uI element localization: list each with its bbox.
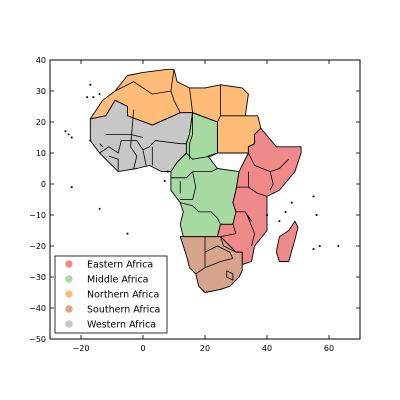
x-tick-label: 0 xyxy=(140,344,145,353)
country-border xyxy=(108,155,119,172)
y-tick-label: 0 xyxy=(41,180,46,189)
country-border xyxy=(220,236,237,253)
legend-label-eastern-africa: Eastern Africa xyxy=(87,260,153,271)
country-border xyxy=(114,81,171,95)
island-mark xyxy=(70,186,73,188)
x-axis: −20 0 20 40 60 xyxy=(73,60,334,353)
country-border xyxy=(105,100,116,117)
country-border xyxy=(130,109,138,169)
island-mark xyxy=(89,83,92,86)
island-mark xyxy=(278,220,281,223)
legend-label-middle-africa: Middle Africa xyxy=(87,275,149,286)
country-border xyxy=(189,112,193,160)
country-border xyxy=(180,202,221,225)
y-tick-label: −20 xyxy=(29,242,46,251)
legend-marker-northern-africa xyxy=(65,290,73,298)
x-tick-label: −20 xyxy=(73,344,90,353)
x-tick-label: 60 xyxy=(324,344,334,353)
y-tick-label: 20 xyxy=(36,118,46,127)
island-mark xyxy=(70,136,73,139)
region-eastern-africa xyxy=(275,220,299,262)
legend-marker-eastern-africa xyxy=(65,260,73,268)
legend-label-southern-africa: Southern Africa xyxy=(87,305,160,316)
island-mark xyxy=(290,201,293,204)
island-mark xyxy=(98,207,101,210)
y-tick-label: 10 xyxy=(36,149,46,158)
island-mark xyxy=(312,248,315,250)
country-border xyxy=(269,171,274,191)
country-border xyxy=(99,140,187,154)
island-mark xyxy=(163,180,166,182)
map-regions xyxy=(89,68,302,293)
island-mark xyxy=(337,245,340,247)
country-border xyxy=(180,171,197,200)
country-border xyxy=(99,143,103,148)
island-mark xyxy=(284,211,287,213)
island-mark xyxy=(315,214,318,216)
legend-label-northern-africa: Northern Africa xyxy=(87,290,159,301)
y-tick-label: 30 xyxy=(36,87,46,96)
island-mark xyxy=(92,96,95,99)
y-tick-label: −30 xyxy=(29,273,46,282)
country-border xyxy=(204,245,234,269)
island-mark xyxy=(318,245,321,247)
legend-marker-western-africa xyxy=(65,320,73,328)
legend-marker-middle-africa xyxy=(65,275,73,283)
island-mark xyxy=(312,195,315,198)
country-border xyxy=(170,69,175,92)
legend-box xyxy=(54,255,168,334)
legend: Eastern Africa Middle Africa Northern Afri… xyxy=(54,255,168,334)
x-tick-label: 40 xyxy=(262,344,272,353)
legend-marker-southern-africa xyxy=(65,305,73,313)
country-border xyxy=(195,236,206,275)
island-mark xyxy=(98,93,101,95)
y-axis: 40 30 20 10 0 −10 −20 −30 −40 −50 xyxy=(29,56,360,344)
y-tick-label: −50 xyxy=(29,335,46,344)
country-border xyxy=(244,211,256,247)
y-tick-label: −40 xyxy=(29,304,46,313)
country-border xyxy=(220,224,237,238)
island-mark xyxy=(266,214,268,216)
island-mark xyxy=(89,139,92,142)
legend-label-western-africa: Western Africa xyxy=(87,320,156,331)
country-border xyxy=(105,134,144,138)
country-border xyxy=(170,90,181,113)
country-border xyxy=(226,270,234,281)
x-tick-label: 20 xyxy=(200,344,210,353)
map-islands xyxy=(64,83,340,250)
island-mark xyxy=(67,133,70,136)
island-mark xyxy=(64,130,67,133)
country-border xyxy=(152,112,181,126)
island-mark xyxy=(86,96,89,99)
y-tick-label: 40 xyxy=(36,56,46,65)
country-border xyxy=(142,149,147,166)
country-border xyxy=(248,171,268,197)
island-mark xyxy=(166,170,169,173)
island-mark xyxy=(126,232,129,235)
y-tick-label: −10 xyxy=(29,211,46,220)
